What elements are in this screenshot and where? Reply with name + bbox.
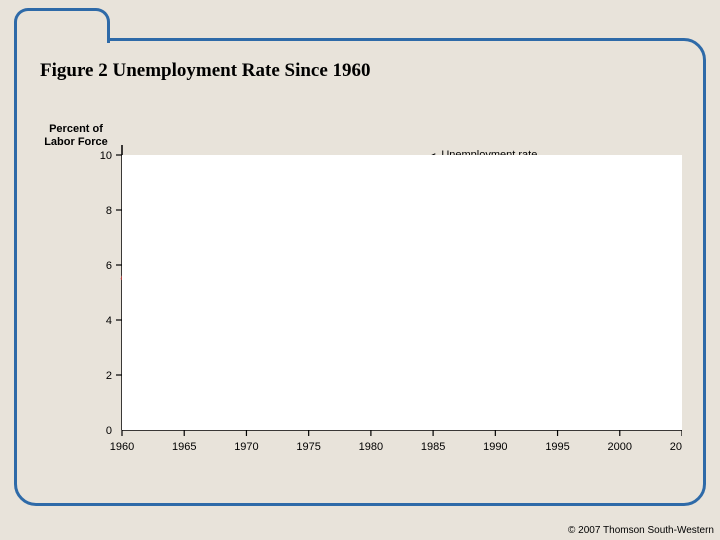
svg-text:2005: 2005	[670, 441, 682, 453]
svg-text:1960: 1960	[110, 441, 134, 453]
svg-text:2: 2	[106, 370, 112, 382]
svg-text:8: 8	[106, 205, 112, 217]
svg-text:6: 6	[106, 260, 112, 272]
chart-container: 0 2 4 6 8 10 1960 1965 1970 1975 1980 1985 1990 1995 2…	[34, 120, 682, 465]
tab-mask	[17, 38, 105, 42]
svg-text:Percent of: Percent of	[49, 123, 103, 135]
svg-text:1975: 1975	[296, 441, 320, 453]
svg-text:4: 4	[106, 315, 112, 327]
figure-title: Figure 2 Unemployment Rate Since 1960	[40, 60, 371, 82]
copyright-text: © 2007 Thomson South-Western	[568, 525, 714, 536]
svg-text:1990: 1990	[483, 441, 507, 453]
svg-text:2000: 2000	[608, 441, 632, 453]
svg-text:1995: 1995	[545, 441, 569, 453]
svg-text:1980: 1980	[359, 441, 383, 453]
svg-text:1970: 1970	[234, 441, 258, 453]
svg-text:0: 0	[106, 425, 112, 437]
svg-text:1985: 1985	[421, 441, 445, 453]
svg-text:10: 10	[100, 150, 112, 162]
svg-text:Labor Force: Labor Force	[44, 136, 108, 148]
slide-page: Figure 2 Unemployment Rate Since 1960 0 2…	[0, 0, 720, 540]
svg-text:1965: 1965	[172, 441, 196, 453]
plot-background	[122, 155, 682, 430]
